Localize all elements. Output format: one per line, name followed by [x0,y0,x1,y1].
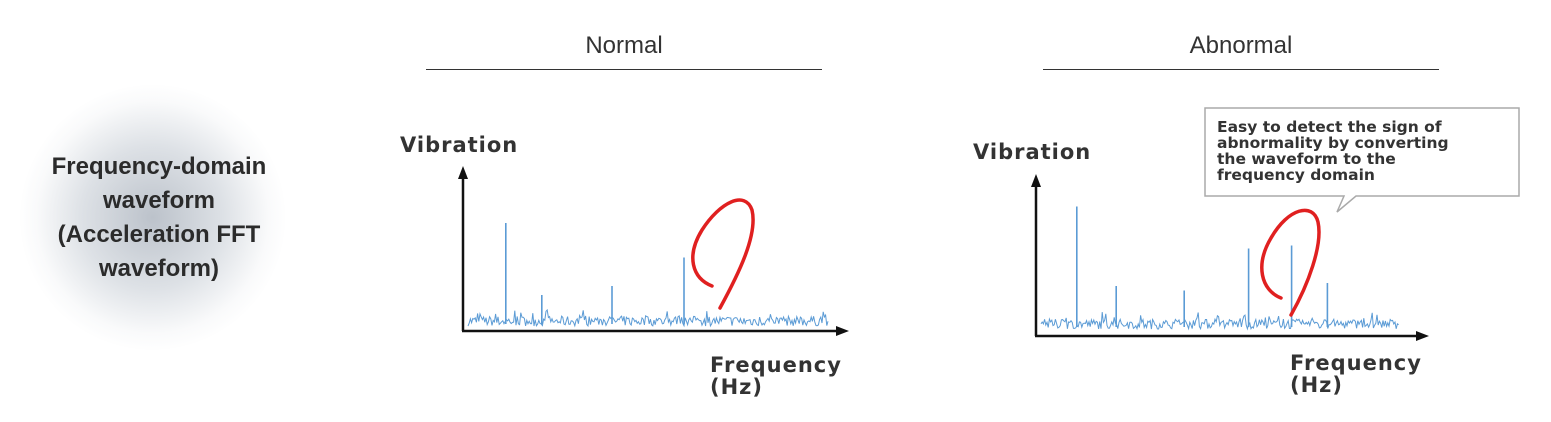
x-axis-label-line-2: (Hz) [1290,373,1343,397]
row-label: Frequency-domain waveform (Acceleration … [18,150,300,286]
callout-box: Easy to detect the sign of abnormality b… [1204,107,1520,213]
anomaly-loop-marker-normal [691,198,755,310]
plot-area-abnormal [1040,206,1399,331]
plot-area-normal [467,223,829,328]
x-axis-arrow-icon [836,326,849,336]
row-label-line-4: waveform) [98,255,220,282]
row-label-line-2: waveform [102,187,216,214]
column-title-abnormal: Abnormal [1189,32,1293,59]
callout-line-3: the waveform to the [1217,150,1396,168]
y-axis-abnormal [1031,174,1041,336]
y-axis-label: Vibration [400,133,518,157]
y-axis-arrow-icon [1031,174,1041,187]
y-axis-label: Vibration [973,140,1091,164]
column-rule-normal [426,69,822,70]
callout-line-4: frequency domain [1217,166,1375,184]
x-axis-label-line-1: Frequency [1290,351,1422,375]
spectrum-chart-normal: Vibration Frequency (Hz) [400,133,849,399]
anomaly-loop-marker-abnormal [1260,208,1321,317]
row-label-glow [20,85,285,350]
column-rule-abnormal [1043,69,1439,70]
y-axis-arrow-icon [458,166,468,179]
row-label-line-3: (Acceleration FFT [57,221,261,248]
callout-line-1: Easy to detect the sign of [1217,118,1442,136]
x-axis-label-line-2: (Hz) [710,375,763,399]
spectrum-chart-abnormal: Vibration Frequency (Hz) Easy to detect … [973,107,1520,397]
callout-line-2: abnormality by converting [1217,134,1449,152]
noise-floor-trace [1040,312,1399,331]
column-title-normal: Normal [585,32,663,59]
noise-floor-trace [467,308,829,328]
y-axis-normal [458,166,468,331]
row-label-line-1: Frequency-domain [51,153,267,180]
x-axis-abnormal [1035,331,1429,341]
x-axis-label-line-1: Frequency [710,353,842,377]
callout-bubble [1204,107,1520,213]
x-axis-arrow-icon [1416,331,1429,341]
x-axis-normal [462,326,849,336]
